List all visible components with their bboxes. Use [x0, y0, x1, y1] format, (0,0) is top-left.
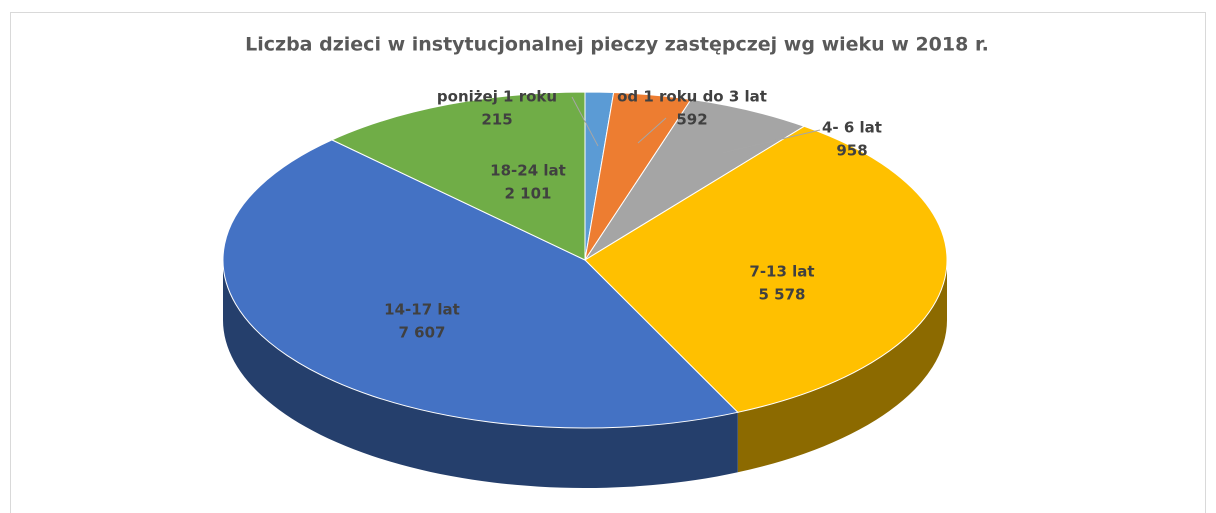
category-label: 7-13 lat	[749, 263, 814, 281]
pie-slice	[584, 125, 948, 413]
category-label: poniżej 1 roku	[437, 88, 557, 106]
category-label: od 1 roku do 3 lat	[617, 88, 767, 106]
value-label: 5 578	[759, 286, 806, 304]
pie-side	[223, 260, 738, 489]
value-label: 215	[481, 111, 512, 129]
pie-slice	[222, 139, 739, 429]
pie-tops	[222, 91, 948, 429]
value-label: 2 101	[505, 185, 552, 203]
category-label: 4- 6 lat	[822, 119, 882, 137]
chart-border	[10, 12, 1206, 513]
pie-side	[737, 260, 947, 473]
category-label: 14-17 lat	[384, 301, 460, 319]
value-label: 592	[676, 111, 707, 129]
pie-sides	[223, 260, 947, 489]
leader-line	[571, 96, 599, 147]
leader-line	[721, 129, 821, 154]
value-label: 7 607	[399, 324, 446, 342]
labels: poniżej 1 roku 215 od 1 roku do 3 lat 592 4-…	[384, 88, 882, 342]
chart-title: Liczba dzieci w instytucjonalnej pieczy …	[245, 34, 989, 56]
pie-slice	[330, 91, 586, 261]
leader-line	[637, 117, 667, 144]
pie-slice	[584, 98, 806, 261]
category-label: 18-24 lat	[490, 162, 566, 180]
value-label: 958	[836, 142, 867, 160]
